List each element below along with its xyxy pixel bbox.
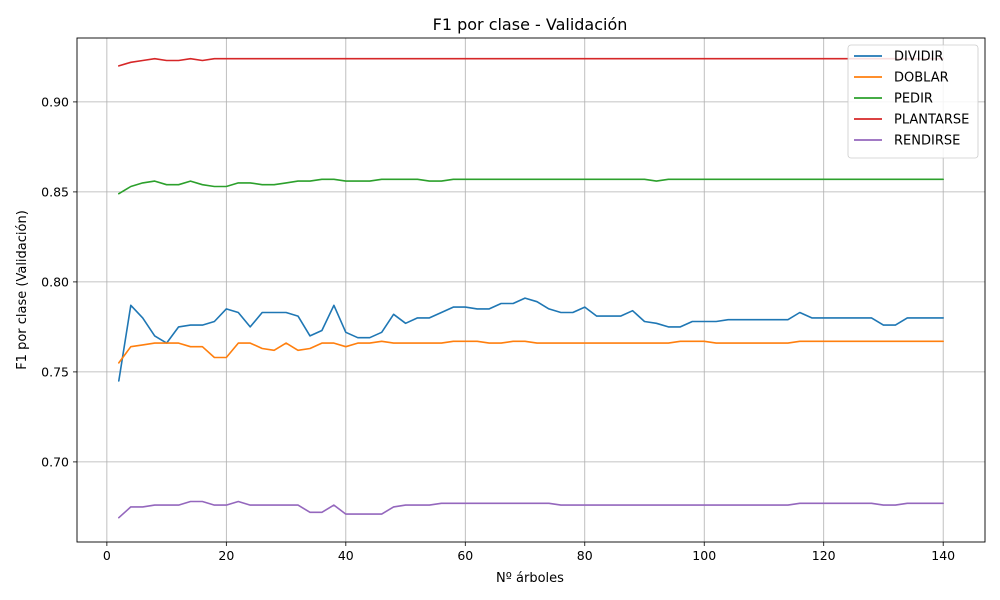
- x-tick-label: 140: [931, 548, 955, 563]
- legend-label-pedir: PEDIR: [894, 92, 933, 107]
- legend-label-dividir: DIVIDIR: [894, 50, 943, 65]
- x-tick-label: 100: [692, 548, 716, 563]
- series-line-dividir: [118, 297, 945, 382]
- x-axis-label: Nº árboles: [496, 571, 564, 586]
- x-tick-label: 60: [457, 548, 473, 563]
- x-tick-label: 120: [812, 548, 836, 563]
- y-tick-label: 0.85: [41, 184, 69, 199]
- y-tick-label: 0.70: [41, 454, 69, 469]
- x-tick-label: 40: [338, 548, 354, 563]
- legend-label-rendirse: RENDIRSE: [894, 134, 960, 149]
- x-tick-label: 20: [218, 548, 234, 563]
- x-axis-ticks: 0 20 40 60 80 100 120 140: [103, 542, 955, 563]
- legend-label-plantarse: PLANTARSE: [894, 113, 969, 128]
- x-tick-label: 0: [103, 548, 111, 563]
- series-line-pedir: [118, 178, 945, 195]
- y-axis-ticks: 0.70 0.75 0.80 0.85 0.90: [41, 94, 77, 469]
- y-axis-label: F1 por clase (Validación): [15, 210, 30, 370]
- series-line-doblar: [118, 340, 945, 364]
- legend-box: [847, 44, 979, 159]
- y-tick-label: 0.90: [41, 94, 69, 109]
- series-line-rendirse: [118, 500, 945, 519]
- series-layer: [118, 57, 945, 519]
- series-line-plantarse: [118, 57, 945, 67]
- legend: DIVIDIR DOBLAR PEDIR PLANTARSE RENDIRSE: [847, 44, 979, 159]
- y-tick-label: 0.75: [41, 364, 69, 379]
- plot-area-frame: [76, 37, 986, 543]
- chart-title: F1 por clase - Validación: [433, 15, 628, 34]
- y-tick-label: 0.80: [41, 274, 69, 289]
- legend-label-doblar: DOBLAR: [894, 71, 949, 86]
- x-tick-label: 80: [577, 548, 593, 563]
